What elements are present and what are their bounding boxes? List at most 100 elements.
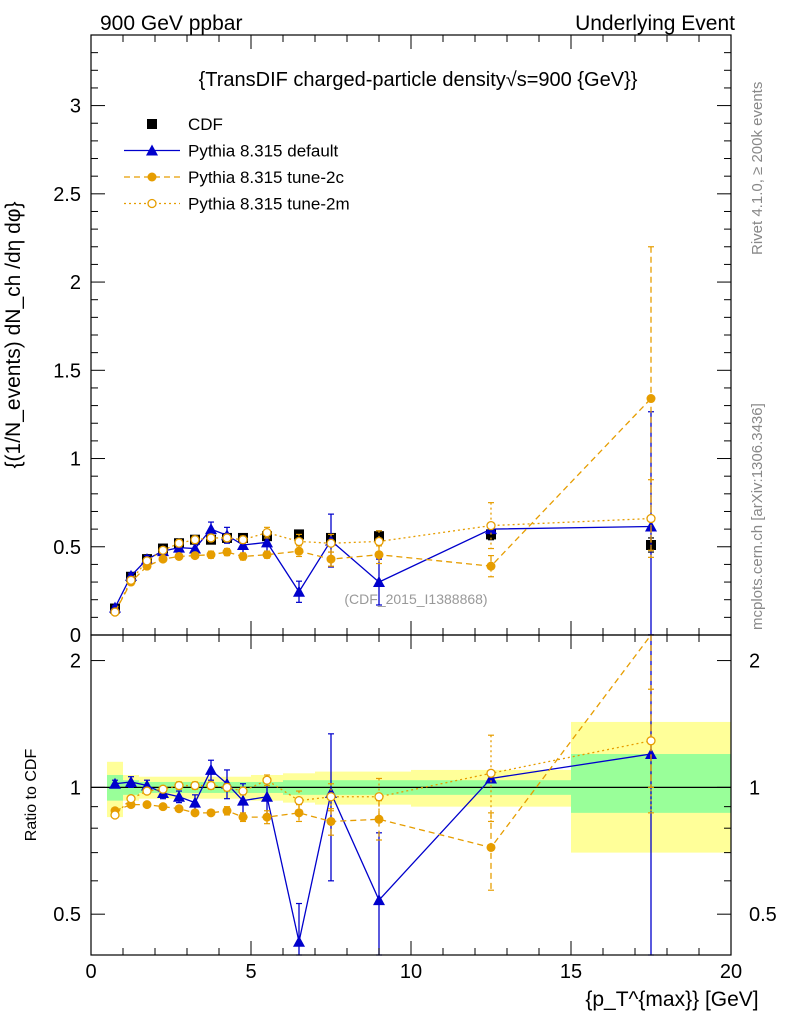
ratio-uncertainty-bands (91, 721, 731, 853)
data-point-circle (646, 394, 656, 404)
data-point-square (147, 119, 157, 129)
data-point-open-circle (222, 533, 232, 543)
ratio-y-tick-label: 0.5 (53, 904, 81, 926)
main-y-tick-label: 1.5 (53, 360, 81, 382)
data-point-triangle (373, 576, 385, 588)
data-point-open-circle (262, 775, 272, 785)
data-point-open-circle (294, 536, 304, 547)
data-point-open-circle (238, 786, 248, 796)
data-point-triangle (645, 748, 657, 760)
x-tick-label: 20 (720, 961, 742, 983)
data-point-open-circle (374, 792, 384, 802)
ratio-y-ticks: 0.5 0.5 1 1 2 2 (53, 651, 777, 927)
data-point-open-circle (206, 533, 216, 543)
ratio-x-ticks: 0 5 10 15 20 (85, 635, 742, 983)
legend-label: CDF (188, 115, 223, 134)
data-point-open-circle (142, 786, 152, 796)
main-panel: 0 0.5 1 1.5 2 2.5 3 {TransDIF charged-particle… (2, 34, 732, 647)
data-point-open-circle (158, 784, 168, 794)
main-frame (90, 34, 732, 636)
legend-label: Pythia 8.315 tune-2m (188, 195, 350, 214)
data-point-open-circle (158, 545, 168, 555)
series-pythia-8-315-tune-2m (110, 479, 656, 617)
data-point-circle (206, 550, 216, 560)
data-point-open-circle (222, 782, 232, 793)
data-point-circle (147, 172, 157, 182)
data-point-open-circle (147, 198, 157, 209)
data-point-circle (326, 554, 336, 564)
data-point-triangle (205, 523, 217, 535)
main-y-tick-label: 3 (70, 96, 81, 118)
data-point-circle (158, 554, 168, 564)
data-point-circle (174, 551, 184, 561)
data-point-open-circle (646, 513, 656, 524)
data-point-triangle (261, 790, 273, 802)
ratio-y-tick-label: 1 (70, 777, 81, 799)
data-point-triangle (373, 894, 385, 906)
x-tick-label: 10 (400, 961, 422, 983)
data-point-triangle (189, 542, 201, 554)
data-point-circle (262, 550, 272, 560)
data-point-circle (238, 812, 248, 822)
main-y-ticks: 0 0.5 1 1.5 2 2.5 3 (53, 52, 731, 647)
main-y-tick-label: 2 (70, 272, 81, 294)
main-series-layer (109, 246, 657, 636)
data-point-open-circle (294, 795, 304, 806)
series-pythia-8-315-tune-2c (110, 634, 654, 891)
main-y-tick-label: 2.5 (53, 184, 81, 206)
data-point-triangle (173, 790, 185, 802)
data-point-open-circle (646, 736, 656, 746)
data-point-open-circle (238, 535, 248, 545)
data-point-triangle (485, 772, 497, 784)
x-tick-label: 15 (560, 961, 582, 983)
main-x-ticks (90, 35, 732, 635)
data-point-circle (486, 561, 496, 571)
data-point-open-circle (206, 780, 216, 791)
data-point-circle (486, 842, 496, 852)
data-point-open-circle (126, 575, 136, 585)
data-point-circle (262, 812, 272, 822)
data-point-triangle (237, 794, 249, 806)
data-point-triangle (261, 536, 273, 548)
chart-title: {TransDIF charged-particle density√s=900… (199, 69, 638, 91)
data-point-open-circle (262, 527, 272, 538)
ratio-y-tick-label-right: 1 (749, 777, 760, 799)
data-point-circle (174, 804, 184, 814)
legend: CDF Pythia 8.315 default Pythia 8.315 tune… (124, 115, 350, 214)
data-point-open-circle (110, 607, 120, 617)
data-point-triangle (293, 935, 305, 947)
series-pythia-8-315-tune-2m (110, 688, 656, 823)
data-point-circle (222, 547, 232, 557)
legend-label: Pythia 8.315 default (188, 142, 339, 161)
ratio-y-tick-label-right: 2 (749, 651, 760, 673)
data-point-circle (294, 808, 304, 818)
main-y-tick-label: 0.5 (53, 537, 81, 559)
ratio-series-layer (109, 634, 657, 956)
data-point-circle (206, 808, 216, 818)
data-point-open-circle (142, 556, 152, 566)
data-point-open-circle (190, 780, 200, 791)
series-line (114, 398, 652, 613)
data-point-triangle (125, 775, 137, 787)
data-point-circle (158, 802, 168, 812)
data-point-triangle (189, 796, 201, 808)
mcplots-label: mcplots.cern.ch [arXiv:1306.3436] (749, 403, 766, 630)
data-point-open-circle (374, 536, 384, 547)
data-point-open-circle (174, 780, 184, 791)
header-right-label: Underlying Event (575, 12, 735, 35)
main-y-tick-label: 1 (70, 449, 81, 471)
data-point-open-circle (326, 792, 336, 802)
series-pythia-8-315-tune-2c (110, 246, 656, 617)
data-point-triangle (237, 539, 249, 550)
main-y-axis-label: {(1/N_events) dN_ch /dη dφ} (2, 202, 25, 469)
data-point-circle (326, 816, 336, 826)
ratio-y-tick-label-right: 0.5 (749, 904, 777, 926)
ratio-y-axis-label: Ratio to CDF (23, 749, 40, 842)
data-point-open-circle (486, 520, 496, 531)
data-point-open-circle (174, 538, 184, 548)
data-point-triangle (293, 585, 305, 597)
analysis-watermark: (CDF_2015_I1388868) (344, 591, 487, 607)
data-point-triangle (109, 777, 121, 789)
x-axis-label: {p_T^{max}} [GeV] (585, 988, 758, 1011)
data-point-circle (238, 551, 248, 561)
